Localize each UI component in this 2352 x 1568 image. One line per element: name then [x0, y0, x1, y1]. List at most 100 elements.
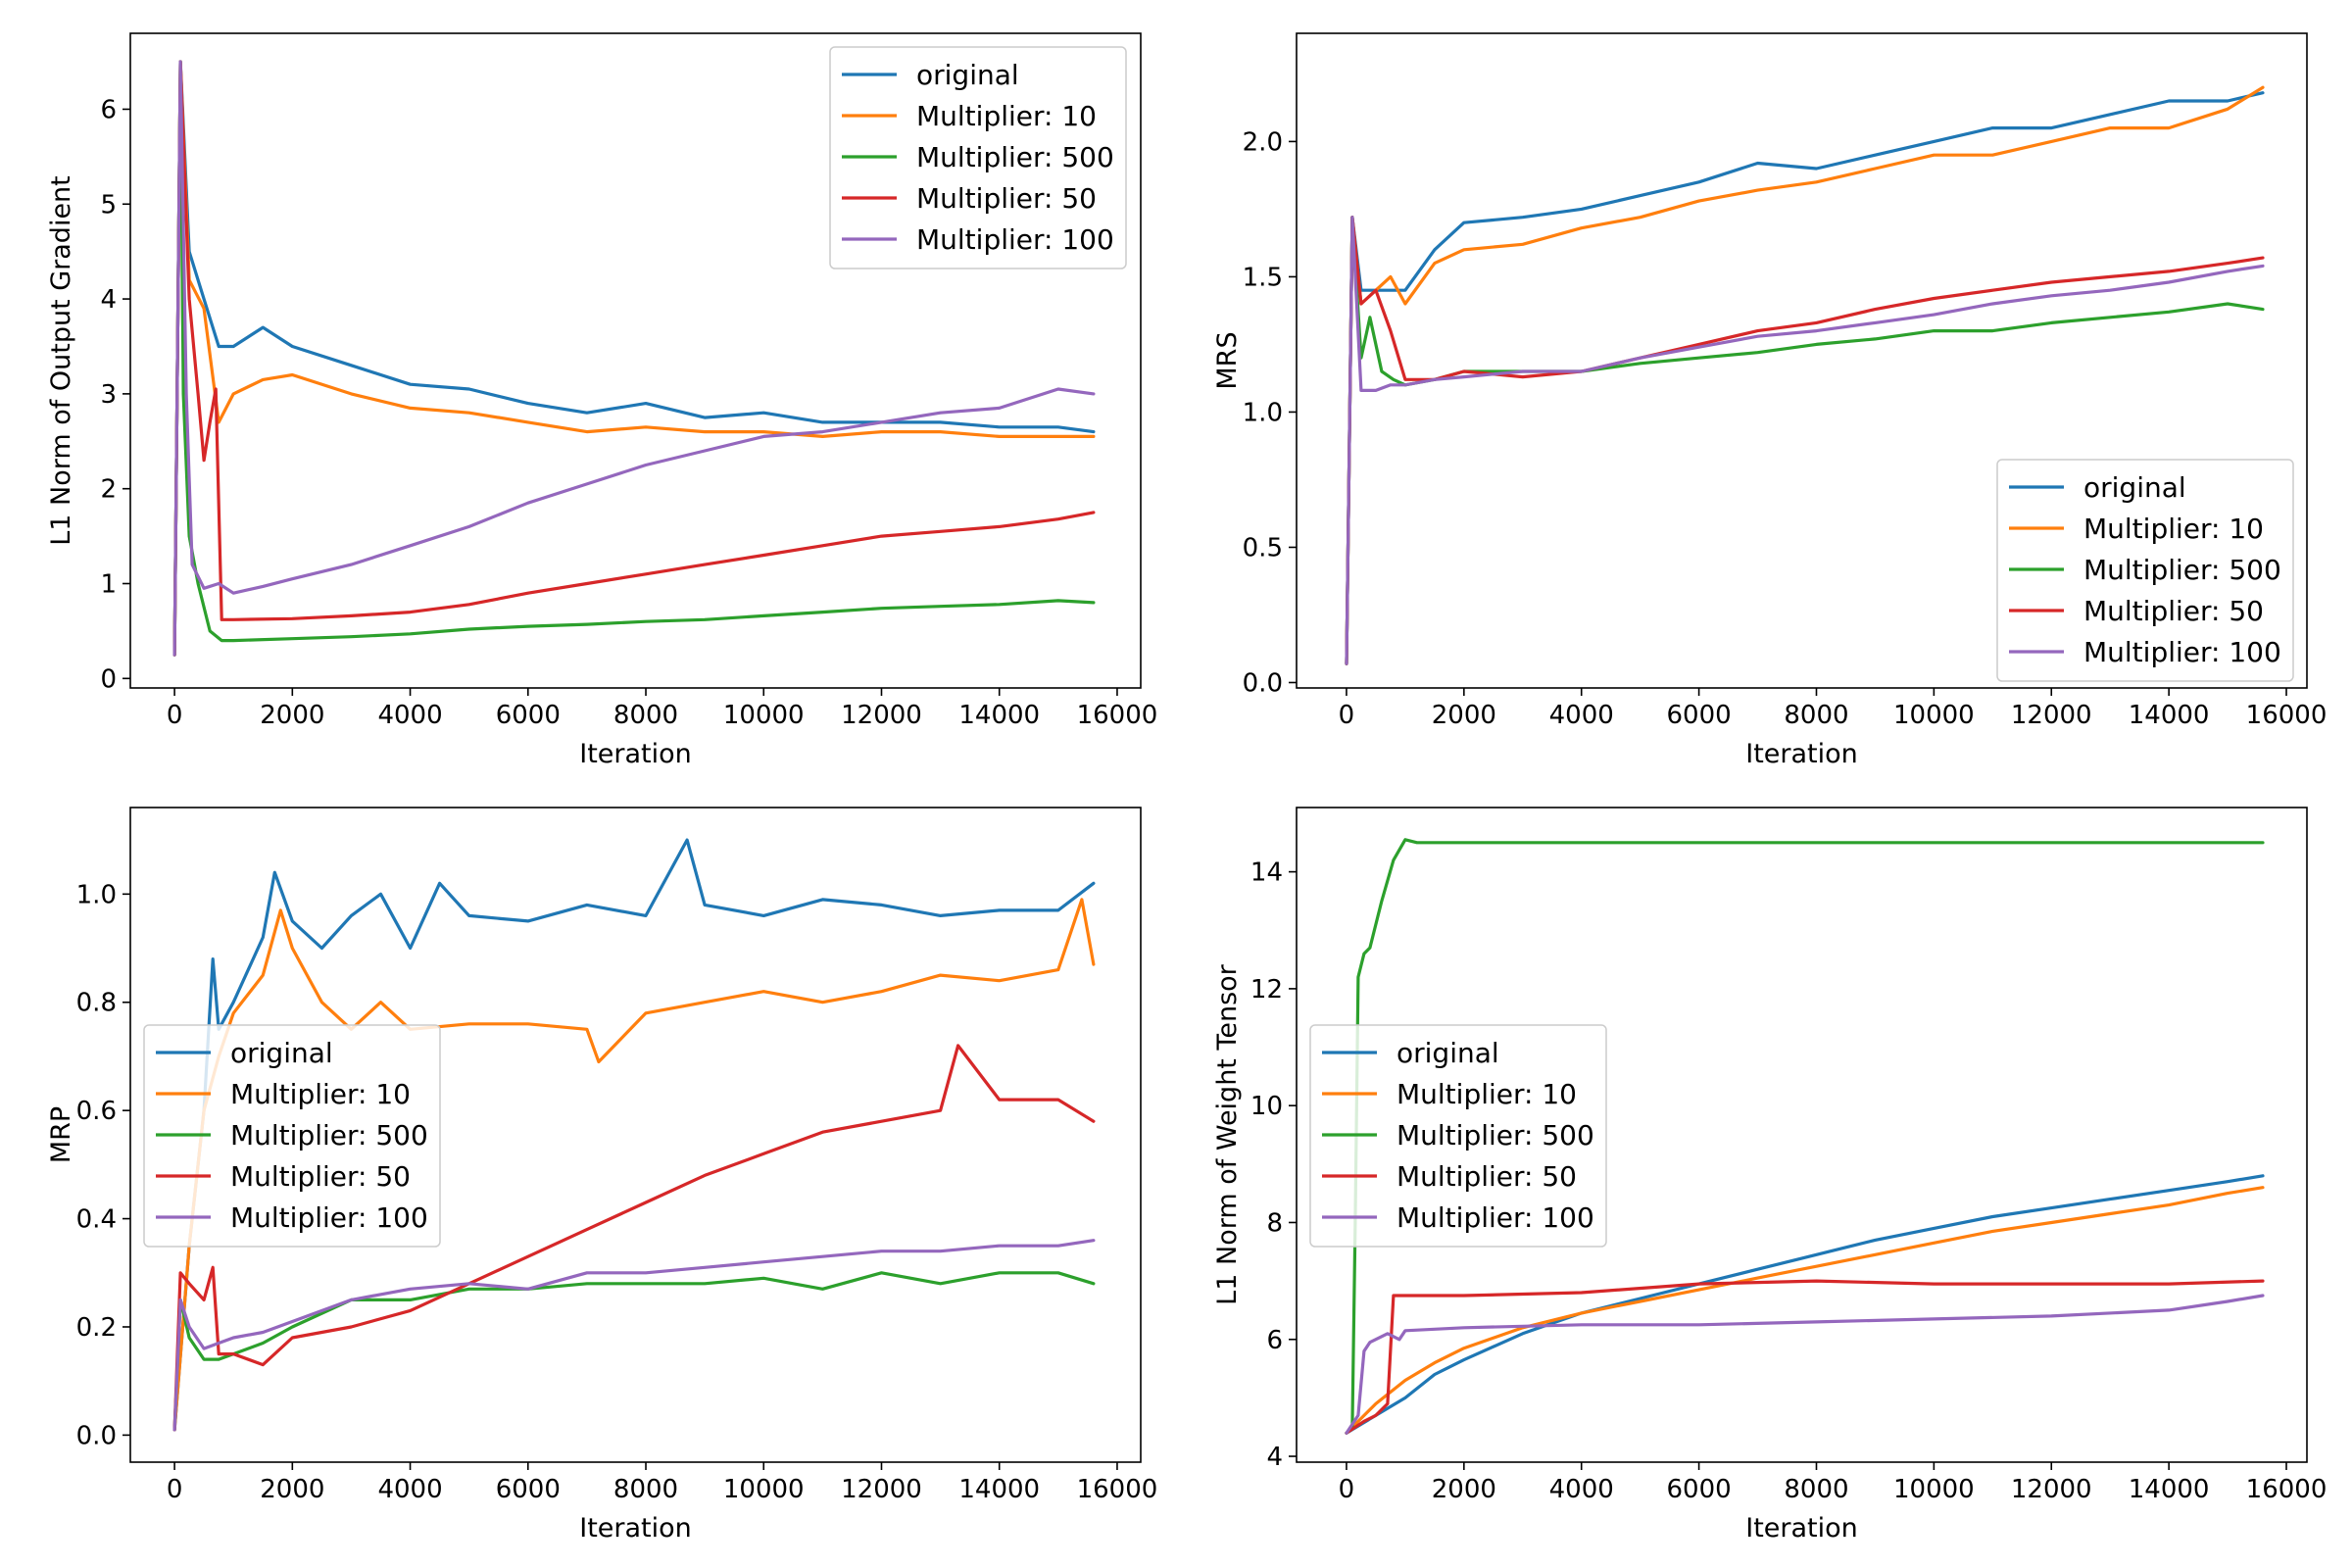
x-tick-label: 16000: [1077, 1475, 1158, 1504]
legend: original Multiplier: 10 Multiplier: 500 Mul…: [829, 46, 1127, 270]
legend-label-original: original: [1396, 1037, 1499, 1069]
series-line-original: [172, 838, 1096, 1432]
x-tick-label: 4000: [1549, 1475, 1614, 1504]
chart-panel-3: 0 2000 4000 6000 8000 10000 12000 14000 16000 0.0…: [46, 807, 1158, 1544]
series-lines: [1345, 838, 2265, 1435]
y-tick-label: 0.6: [76, 1097, 117, 1126]
x-tick-label: 12000: [841, 1475, 922, 1504]
x-tick-label: 8000: [613, 1475, 678, 1504]
x-tick-label: 8000: [1784, 701, 1848, 730]
x-tick-label: 6000: [1667, 701, 1732, 730]
x-tick-label: 0: [1339, 701, 1355, 730]
legend-label-multiplier-10: Multiplier: 10: [916, 100, 1097, 132]
x-tick-label: 12000: [2011, 1475, 2092, 1504]
axes-frame: [1296, 32, 2308, 689]
axes-frame: [129, 807, 1142, 1463]
x-tick-label: 14000: [2129, 701, 2210, 730]
legend-label-multiplier-100: Multiplier: 100: [1396, 1201, 1594, 1234]
legend-label-original: original: [916, 59, 1019, 91]
legend-label-multiplier-50: Multiplier: 50: [2083, 595, 2264, 627]
legend-label-multiplier-500: Multiplier: 500: [230, 1119, 428, 1152]
y-tick-label: 4: [1266, 1443, 1283, 1472]
x-tick-label: 6000: [496, 701, 561, 730]
y-tick-label: 0.0: [1243, 668, 1283, 698]
legend: original Multiplier: 10 Multiplier: 500 Mul…: [1996, 459, 2294, 682]
y-tick-label: 4: [100, 285, 117, 315]
x-tick-label: 14000: [958, 701, 1040, 730]
y-tick-label: 0.8: [76, 989, 117, 1018]
x-axis-label: Iteration: [1745, 1513, 1858, 1544]
legend-label-original: original: [230, 1037, 333, 1069]
y-axis-label: MRP: [46, 1106, 76, 1163]
x-tick-label: 8000: [1784, 1475, 1848, 1504]
series-line-multiplier-100: [1345, 1294, 2265, 1435]
chart-panel-1: 0 2000 4000 6000 8000 10000 12000 14000 16000 0 1 2…: [46, 32, 1157, 769]
x-tick-label: 8000: [613, 701, 678, 730]
x-tick-label: 10000: [723, 701, 805, 730]
series-line-multiplier-100: [1345, 216, 2265, 665]
legend-box: [829, 46, 1127, 270]
y-tick-label: 5: [100, 190, 117, 220]
y-axis-label: MRS: [1212, 331, 1243, 389]
series-line-multiplier-500: [172, 1271, 1096, 1432]
x-tick-label: 4000: [377, 701, 442, 730]
y-tick-label: 3: [100, 380, 117, 410]
series-line-multiplier-50: [172, 60, 1096, 657]
y-tick-label: 1.0: [76, 880, 117, 909]
series-line-multiplier-50: [172, 1044, 1096, 1432]
x-tick-label: 2000: [260, 1475, 324, 1504]
y-tick-label: 6: [100, 95, 117, 124]
x-tick-label: 12000: [841, 701, 922, 730]
legend-label-multiplier-100: Multiplier: 100: [2083, 636, 2281, 668]
y-tick-label: 14: [1250, 858, 1283, 888]
x-tick-label: 10000: [1893, 1475, 1975, 1504]
x-tick-label: 2000: [1432, 701, 1496, 730]
legend-label-multiplier-50: Multiplier: 50: [230, 1160, 411, 1193]
legend: original Multiplier: 10 Multiplier: 500 Mul…: [143, 1024, 441, 1248]
x-axis-label: Iteration: [1745, 739, 1858, 769]
y-tick-label: 1.0: [1243, 398, 1283, 427]
y-tick-label: 10: [1250, 1092, 1283, 1121]
series-lines: [172, 838, 1096, 1432]
y-tick-label: 0.4: [76, 1205, 117, 1235]
y-tick-label: 12: [1250, 975, 1283, 1004]
series-line-multiplier-100: [172, 60, 1096, 657]
series-line-multiplier-10: [1345, 85, 2265, 665]
x-tick-label: 12000: [2011, 701, 2092, 730]
series-line-multiplier-10: [1345, 1186, 2265, 1435]
series-line-multiplier-500: [1345, 216, 2265, 665]
chart-panel-2: 0 2000 4000 6000 8000 10000 12000 14000 16000 0.0…: [1212, 32, 2328, 769]
x-tick-label: 16000: [2246, 701, 2328, 730]
legend-label-multiplier-50: Multiplier: 50: [916, 182, 1097, 215]
legend-label-multiplier-500: Multiplier: 500: [916, 141, 1114, 173]
legend-label-multiplier-500: Multiplier: 500: [1396, 1119, 1594, 1152]
y-tick-label: 0.2: [76, 1313, 117, 1343]
series-line-original: [1345, 91, 2265, 665]
axes-frame: [129, 32, 1142, 689]
legend: original Multiplier: 10 Multiplier: 500 Mul…: [1309, 1024, 1607, 1248]
y-tick-label: 6: [1266, 1326, 1283, 1355]
legend-box: [1309, 1024, 1607, 1248]
x-tick-label: 10000: [1893, 701, 1975, 730]
x-tick-label: 2000: [260, 701, 324, 730]
x-tick-label: 14000: [2129, 1475, 2210, 1504]
series-line-multiplier-100: [172, 1239, 1096, 1432]
legend-label-multiplier-500: Multiplier: 500: [2083, 554, 2281, 586]
legend-label-multiplier-10: Multiplier: 10: [1396, 1078, 1577, 1110]
x-tick-label: 14000: [958, 1475, 1040, 1504]
x-tick-label: 4000: [1549, 701, 1614, 730]
x-tick-label: 0: [167, 701, 183, 730]
series-line-multiplier-500: [1345, 838, 2265, 1435]
x-tick-label: 16000: [2246, 1475, 2328, 1504]
legend-label-multiplier-100: Multiplier: 100: [230, 1201, 428, 1234]
chart-panel-4: 0 2000 4000 6000 8000 10000 12000 14000 16000 4 6 8…: [1212, 807, 2328, 1544]
y-tick-label: 1.5: [1243, 263, 1283, 292]
legend-box: [143, 1024, 441, 1248]
legend-label-multiplier-50: Multiplier: 50: [1396, 1160, 1577, 1193]
legend-label-multiplier-10: Multiplier: 10: [230, 1078, 411, 1110]
axes-frame: [1296, 807, 2308, 1463]
series-lines: [172, 60, 1096, 657]
x-tick-label: 6000: [496, 1475, 561, 1504]
y-tick-label: 2.0: [1243, 127, 1283, 157]
